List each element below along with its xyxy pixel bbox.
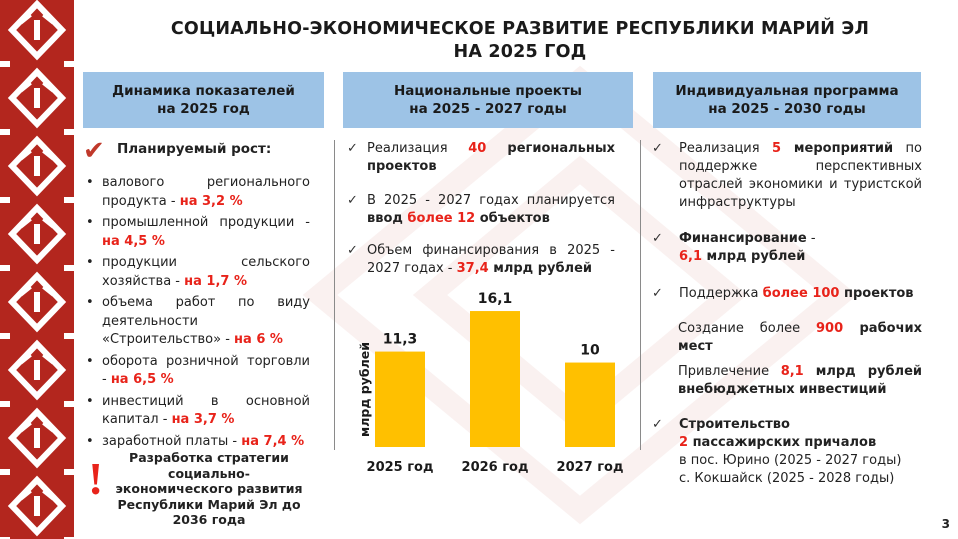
page-number: 3 [941, 517, 950, 531]
column-header-individual-program: Индивидуальная программа на 2025 - 2030 г… [653, 72, 921, 128]
program-item-support: ✓ Поддержка более 100 проектов [652, 286, 914, 301]
y-axis-label: млрд рублей [357, 342, 372, 437]
growth-item: инвестиций в основной капитал - на 3,7 % [86, 393, 310, 430]
ornament-pattern [0, 0, 74, 539]
exclamation-icon: ! [88, 453, 104, 504]
column-divider [640, 140, 641, 450]
bar [470, 311, 520, 447]
national-item-objects: ✓ В 2025 - 2027 годах планируется ввод б… [347, 193, 615, 226]
check-icon: ✓ [652, 286, 663, 301]
column-header-dynamics: Динамика показателей на 2025 год [83, 72, 324, 128]
program-item-financing: ✓ Финансирование - 6,1 млрд рублей [652, 231, 816, 264]
column-header-national-projects: Национальные проекты на 2025 - 2027 годы [343, 72, 633, 128]
check-icon: ✓ [652, 141, 663, 156]
growth-item: оборота розничной торговли - на 6,5 % [86, 353, 310, 390]
category-label: 2025 год [367, 460, 434, 475]
column-divider [334, 140, 335, 450]
check-icon: ✓ [652, 231, 663, 246]
bar [375, 351, 425, 447]
growth-item: промышленной продукции - на 4,5 % [86, 214, 310, 251]
financing-bar-chart: млрд рублей 11,3 2025 год 16,1 2026 год 10 202… [357, 291, 624, 475]
growth-item: заработной платы - на 7,4 % [86, 433, 310, 452]
category-label: 2026 год [462, 460, 529, 475]
red-check-icon: ✔ [83, 136, 105, 166]
national-item-projects: ✓ Реализация 40 региональных проектов [347, 141, 615, 174]
program-item-investments: Привлечение 8,1 млрд рублей внебюджетных… [678, 364, 922, 397]
check-icon: ✓ [347, 243, 358, 258]
strategy-note: Разработка стратегии социально-экономиче… [115, 450, 303, 527]
bar-value-label: 10 [580, 343, 600, 359]
program-item-piers: ✓ Строительство 2 пассажирских причалов в … [652, 417, 902, 486]
page-title: СОЦИАЛЬНО-ЭКОНОМИЧЕСКОЕ РАЗВИТИЕ РЕСПУБЛ… [170, 19, 870, 62]
growth-item: объема работ по виду деятельности «Строи… [86, 294, 310, 350]
growth-list: валового регионального продукта - на 3,2… [86, 174, 310, 454]
program-item-jobs: Создание более 900 рабочих мест [678, 321, 922, 354]
program-item-events: ✓ Реализация 5 мероприятий по поддержке … [652, 141, 922, 210]
growth-item: валового регионального продукта - на 3,2… [86, 174, 310, 211]
bar [565, 362, 615, 447]
category-label: 2027 год [557, 460, 624, 475]
growth-item: продукции сельского хозяйства - на 1,7 % [86, 254, 310, 291]
check-icon: ✓ [347, 193, 358, 208]
check-icon: ✓ [347, 141, 358, 156]
bar-value-label: 11,3 [383, 332, 418, 348]
side-ornament [0, 0, 74, 539]
national-item-financing: ✓ Объем финансирования в 2025 - 2027 год… [347, 243, 615, 276]
check-icon: ✓ [652, 417, 663, 432]
planned-growth-label: Планируемый рост: [117, 141, 272, 157]
bar-value-label: 16,1 [478, 291, 513, 307]
